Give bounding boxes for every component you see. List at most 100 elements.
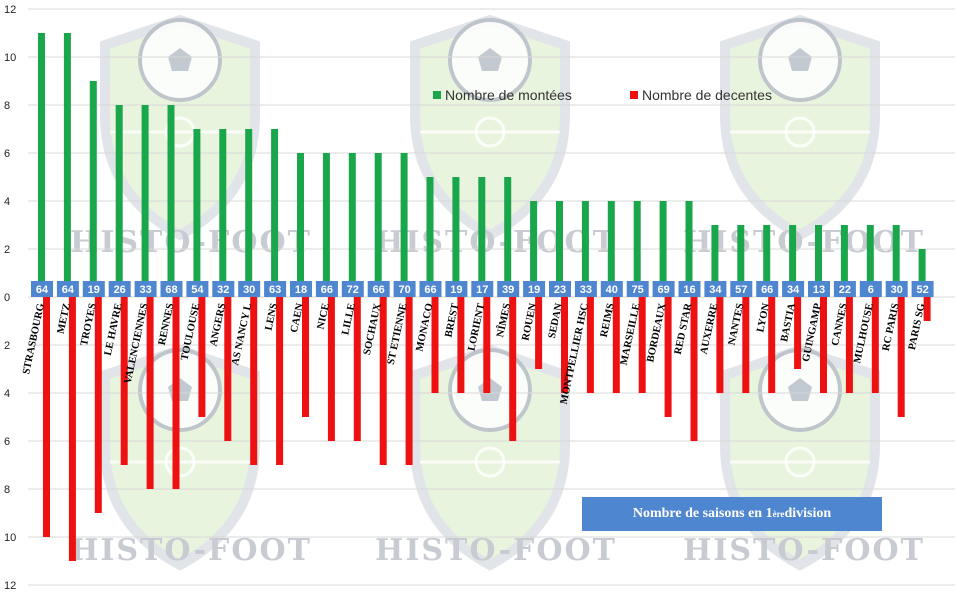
season-badge bbox=[730, 281, 753, 297]
season-count: 23 bbox=[554, 284, 566, 296]
watermark-text: HISTO-FOOT bbox=[683, 225, 925, 260]
season-badge bbox=[911, 281, 934, 297]
bar-montees bbox=[504, 177, 512, 297]
season-count: 70 bbox=[398, 284, 410, 296]
bar-montees bbox=[297, 153, 304, 297]
bar-montees bbox=[633, 201, 641, 297]
bar-descentes bbox=[172, 297, 180, 489]
bar-montees bbox=[38, 33, 45, 297]
season-count: 66 bbox=[373, 284, 385, 296]
bar-montees bbox=[918, 249, 926, 297]
bar-montees bbox=[659, 201, 667, 297]
season-badge bbox=[341, 281, 364, 297]
bar-descentes bbox=[276, 297, 284, 465]
season-count: 17 bbox=[476, 284, 488, 296]
season-badge bbox=[134, 281, 157, 297]
season-badge bbox=[497, 281, 520, 297]
bar-descentes bbox=[405, 297, 413, 465]
season-badge bbox=[290, 281, 312, 297]
season-badge bbox=[652, 281, 675, 297]
bar-montees bbox=[115, 105, 123, 297]
bar-montees bbox=[685, 201, 693, 297]
y-tick-label: 10 bbox=[4, 532, 16, 544]
bar-montees bbox=[141, 105, 149, 297]
bar-descentes bbox=[379, 297, 387, 465]
bar-montees bbox=[348, 153, 356, 297]
season-count: 72 bbox=[347, 284, 359, 296]
season-badge bbox=[445, 281, 468, 297]
bar-descentes bbox=[353, 297, 361, 441]
bar-montees bbox=[478, 177, 486, 297]
season-count: 18 bbox=[295, 284, 307, 296]
season-badge bbox=[678, 281, 701, 297]
pitch-circle bbox=[784, 446, 816, 478]
season-count: 19 bbox=[528, 284, 540, 296]
legend-swatch-descentes bbox=[630, 91, 638, 99]
season-count: 22 bbox=[839, 284, 851, 296]
season-count: 66 bbox=[761, 284, 773, 296]
bar-montees bbox=[866, 225, 874, 297]
season-count: 69 bbox=[657, 284, 669, 296]
season-count: 57 bbox=[735, 284, 747, 296]
bar-descentes bbox=[664, 297, 672, 417]
bar-descentes bbox=[871, 297, 879, 393]
season-badge bbox=[367, 281, 390, 297]
season-count: 40 bbox=[606, 284, 618, 296]
season-badge bbox=[108, 281, 131, 297]
bar-montees bbox=[400, 153, 408, 297]
bar-descentes bbox=[483, 297, 491, 393]
y-tick-label: 10 bbox=[4, 52, 16, 64]
season-count: 34 bbox=[787, 284, 800, 296]
bar-descentes bbox=[146, 297, 154, 489]
bar-descentes bbox=[561, 297, 568, 393]
season-count: 30 bbox=[891, 284, 903, 296]
season-count: 13 bbox=[813, 284, 825, 296]
watermark-text: HISTO-FOOT bbox=[375, 225, 617, 260]
bar-descentes bbox=[302, 297, 309, 417]
team-label: PARIS SG bbox=[907, 302, 928, 351]
season-count: 34 bbox=[709, 284, 722, 296]
annotation-text: Nombre de saisons en 1 bbox=[632, 506, 773, 521]
ball-patch-icon bbox=[788, 378, 812, 401]
bar-descentes bbox=[94, 297, 102, 513]
season-badge bbox=[315, 281, 338, 297]
season-count: 63 bbox=[269, 284, 281, 296]
bar-montees bbox=[426, 177, 434, 297]
bar-descentes bbox=[586, 297, 594, 393]
bar-descentes bbox=[820, 297, 827, 393]
y-tick-label: 2 bbox=[4, 340, 10, 352]
y-tick-label: 6 bbox=[4, 436, 10, 448]
bar-montees bbox=[193, 129, 201, 297]
season-badge bbox=[186, 281, 209, 297]
y-tick-label: 0 bbox=[4, 292, 10, 304]
annotation-tail: division bbox=[784, 506, 832, 521]
bar-montees bbox=[322, 153, 330, 297]
season-count: 64 bbox=[36, 284, 49, 296]
ball-patch-icon bbox=[478, 48, 502, 71]
bar-descentes bbox=[535, 297, 543, 369]
bar-descentes bbox=[897, 297, 905, 417]
season-badge bbox=[393, 281, 416, 297]
bar-montees bbox=[556, 201, 563, 297]
season-count: 30 bbox=[243, 284, 255, 296]
season-badge bbox=[808, 281, 830, 297]
season-badge bbox=[264, 281, 287, 297]
y-tick-label: 4 bbox=[4, 388, 10, 400]
pitch-circle bbox=[784, 116, 816, 148]
bar-descentes bbox=[120, 297, 128, 465]
y-tick-label: 12 bbox=[4, 4, 16, 16]
bar-descentes bbox=[716, 297, 724, 393]
bar-descentes bbox=[43, 297, 50, 537]
season-badges: 64 64 19 26 33 68 54 32 30 63 18 66 72 66 70 66 19 17 39 19… bbox=[31, 281, 934, 297]
legend-swatch-montees bbox=[433, 91, 441, 99]
bar-descentes bbox=[845, 297, 853, 393]
season-badge bbox=[600, 281, 623, 297]
season-count: 6 bbox=[868, 284, 874, 296]
bar-montees bbox=[581, 201, 589, 297]
season-count: 33 bbox=[139, 284, 151, 296]
bar-montees bbox=[167, 105, 175, 297]
season-badge bbox=[756, 281, 779, 297]
season-badge bbox=[82, 281, 105, 297]
pitch-circle bbox=[164, 446, 196, 478]
season-badge bbox=[626, 281, 649, 297]
